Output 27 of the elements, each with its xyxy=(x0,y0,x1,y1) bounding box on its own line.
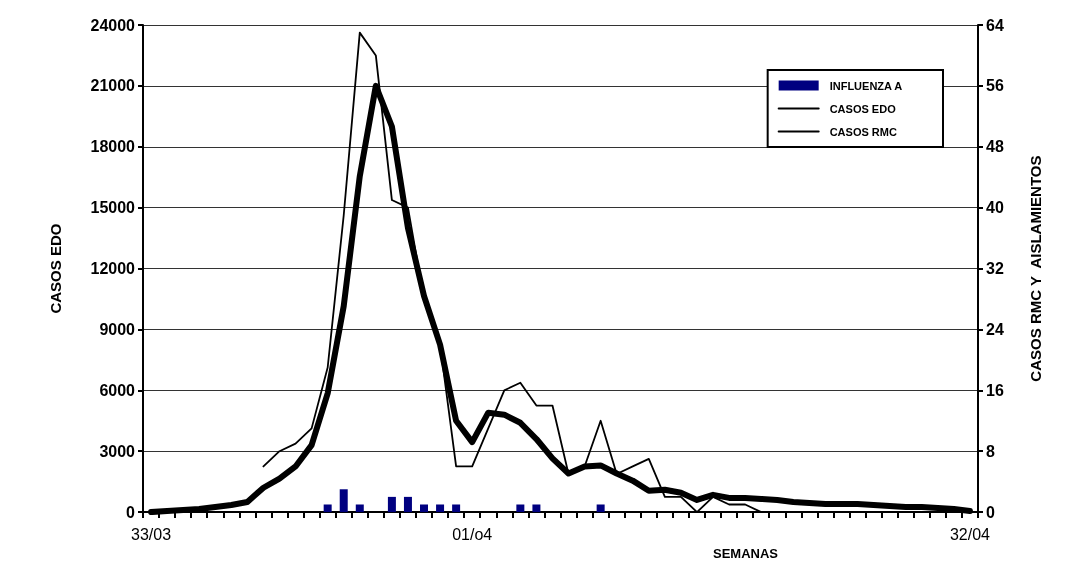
y2-tick-label: 64 xyxy=(986,16,1004,34)
y-tick-label: 21000 xyxy=(90,77,136,95)
y2-tick-label: 32 xyxy=(986,260,1004,278)
y-tick-label: 12000 xyxy=(90,260,136,278)
x-tick-label: 32/04 xyxy=(949,525,991,543)
y-tick-label: 15000 xyxy=(90,199,136,217)
y-tick-label: 0 xyxy=(126,503,136,521)
y-tick-label: 9000 xyxy=(99,320,136,338)
y-tick-label: 24000 xyxy=(90,16,136,34)
legend-label: INFLUENZA A xyxy=(829,79,903,92)
y2-axis-title: CASOS RMC Y AISLAMIENTOS xyxy=(1027,155,1044,382)
y2-tick-label: 16 xyxy=(986,381,1004,399)
y2-tick-label: 48 xyxy=(986,138,1004,156)
y2-tick-label: 56 xyxy=(986,77,1004,95)
y2-tick-label: 24 xyxy=(986,320,1004,338)
legend-label: CASOS RMC xyxy=(829,125,897,138)
y2-tick-label: 8 xyxy=(986,442,995,460)
y-axis-title: CASOS EDO xyxy=(47,223,64,314)
y2-tick-label: 0 xyxy=(986,503,995,521)
y-tick-label: 3000 xyxy=(99,442,136,460)
x-axis-title: SEMANAS xyxy=(712,546,779,561)
y2-tick-label: 40 xyxy=(986,199,1004,217)
x-tick-label: 01/o4 xyxy=(452,525,493,543)
legend-label: CASOS EDO xyxy=(829,102,897,115)
x-tick-label: 33/03 xyxy=(131,525,172,543)
y-tick-label: 6000 xyxy=(99,381,136,399)
y-tick-label: 18000 xyxy=(90,138,136,156)
